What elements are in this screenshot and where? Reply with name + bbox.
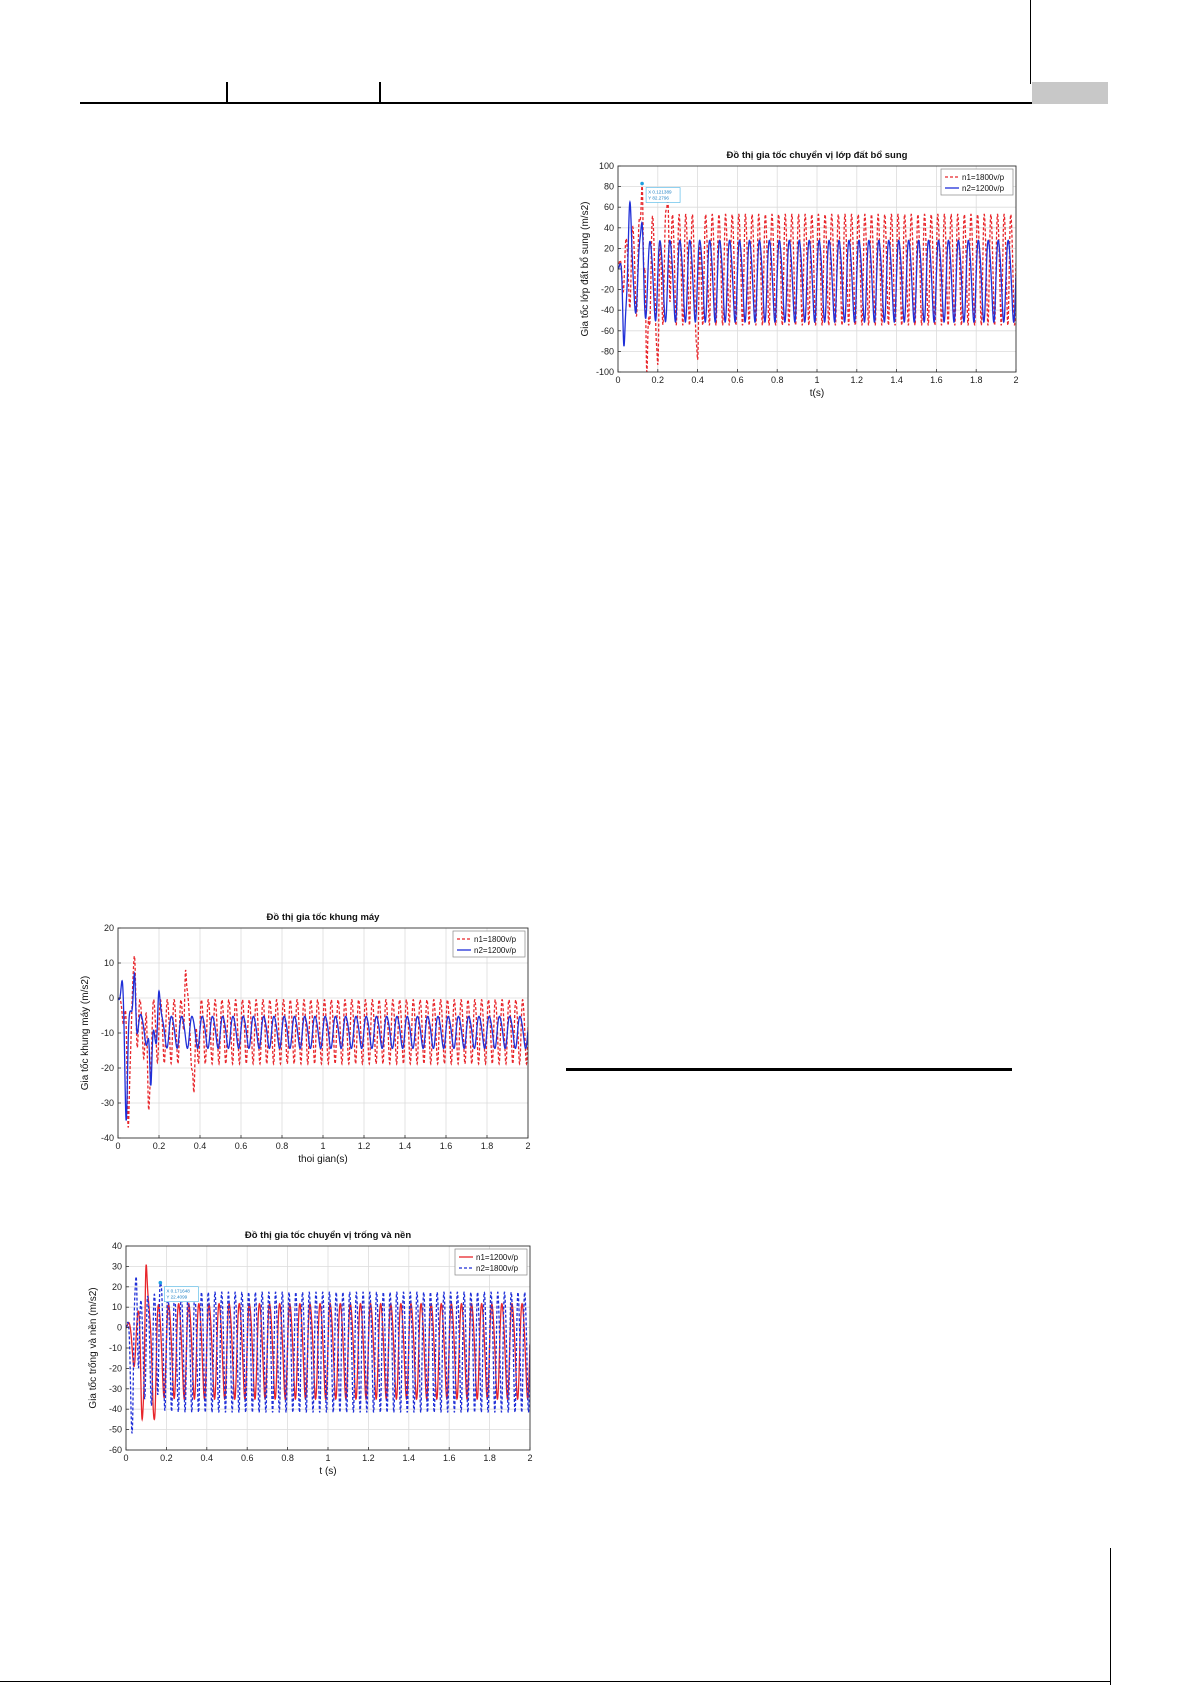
- y-tick-label: -60: [109, 1445, 122, 1455]
- x-tick-label: 1.2: [362, 1453, 375, 1463]
- y-tick-label: -20: [101, 1063, 114, 1073]
- x-tick-label: 1.2: [358, 1141, 371, 1151]
- x-tick-label: 1.6: [440, 1141, 453, 1151]
- x-tick-label: 0.8: [771, 375, 784, 385]
- x-axis-label: thoi gian(s): [298, 1154, 347, 1165]
- x-tick-label: 0: [123, 1453, 128, 1463]
- x-tick-label: 0.2: [153, 1141, 166, 1151]
- x-tick-label: 1: [320, 1141, 325, 1151]
- chart-machine-frame-svg: 0 0.2 0.4 0.6 0.8 1 1.2 1.4 1.6 1.8 2 -40 -30 -20 -10 0…: [78, 900, 548, 1172]
- y-tick-label: -30: [109, 1384, 122, 1394]
- legend-label-0: n1=1800v/p: [962, 173, 1005, 182]
- y-tick-label: -30: [101, 1098, 114, 1108]
- y-axis-label: Gia tốc trống và nền (m/s2): [87, 1287, 99, 1408]
- y-tick-label: 80: [604, 182, 614, 192]
- y-tick-label: 40: [604, 223, 614, 233]
- x-tick-label: 1.4: [403, 1453, 416, 1463]
- x-axis-label: t (s): [319, 1466, 336, 1477]
- datatip-x-label: X 0.171648: [166, 1289, 190, 1294]
- y-axis-label: Gia tốc khung máy (m/s2): [79, 976, 91, 1090]
- x-tick-label: 1: [325, 1453, 330, 1463]
- chart-soil-layer-acceleration: 0 0.2 0.4 0.6 0.8 1 1.2 1.4 1.6 1.8 2 -100 -80 -60 -40…: [572, 140, 1032, 410]
- x-tick-label: 1: [814, 375, 819, 385]
- chart-drum-ground-svg: 0 0.2 0.4 0.6 0.8 1 1.2 1.4 1.6 1.8 2 -60 -50 -40 -30 -…: [78, 1218, 578, 1480]
- x-tick-label: 0.6: [235, 1141, 248, 1151]
- chart-soil-layer-svg: 0 0.2 0.4 0.6 0.8 1 1.2 1.4 1.6 1.8 2 -100 -80 -60 -40…: [572, 140, 1032, 410]
- y-tick-label: -80: [601, 346, 614, 356]
- x-tick-label: 1.8: [481, 1141, 494, 1151]
- right-margin-rule: [1030, 0, 1031, 84]
- legend-label-0: n1=1800v/p: [474, 935, 517, 944]
- x-tick-label: 0.4: [691, 375, 704, 385]
- y-tick-label: -40: [109, 1404, 122, 1414]
- datatip-y-label: Y 22.4099: [166, 1295, 187, 1300]
- y-tick-label: 10: [112, 1302, 122, 1312]
- x-tick-label: 1.4: [890, 375, 903, 385]
- x-tick-label: 0.6: [731, 375, 744, 385]
- y-tick-label: 20: [604, 243, 614, 253]
- x-tick-label: 0.6: [241, 1453, 254, 1463]
- y-tick-label: 20: [104, 923, 114, 933]
- y-tick-label: 0: [109, 993, 114, 1003]
- x-tick-label: 1.6: [443, 1453, 456, 1463]
- x-tick-label: 0.8: [281, 1453, 294, 1463]
- y-tick-label: 100: [599, 161, 614, 171]
- legend-label-1: n2=1200v/p: [962, 184, 1005, 193]
- x-tick-label: 0.8: [276, 1141, 289, 1151]
- x-tick-label: 2: [527, 1453, 532, 1463]
- x-tick-label: 0.2: [160, 1453, 173, 1463]
- y-tick-label: 60: [604, 202, 614, 212]
- chart-title: Đồ thị gia tốc khung máy: [267, 912, 381, 923]
- legend-label-1: n2=1200v/p: [474, 946, 517, 955]
- x-tick-label: 2: [525, 1141, 530, 1151]
- chart-drum-and-ground-acceleration: 0 0.2 0.4 0.6 0.8 1 1.2 1.4 1.6 1.8 2 -60 -50 -40 -30 -…: [78, 1218, 578, 1480]
- section-rule: [566, 1068, 1012, 1071]
- x-tick-label: 0: [615, 375, 620, 385]
- datatip-y-label: Y 82.2796: [648, 196, 669, 201]
- chart-machine-frame-acceleration: 0 0.2 0.4 0.6 0.8 1 1.2 1.4 1.6 1.8 2 -40 -30 -20 -10 0…: [78, 900, 548, 1172]
- header-rule: [80, 102, 1106, 104]
- x-axis-label: t(s): [810, 388, 824, 399]
- header-divider-2: [379, 82, 381, 104]
- x-tick-label: 0: [115, 1141, 120, 1151]
- datatip-x-label: X 0.121389: [648, 190, 672, 195]
- y-axis-label: Gia tốc lớp đất bổ sung (m/s2): [579, 202, 591, 337]
- y-tick-label: -10: [109, 1343, 122, 1353]
- y-tick-label: 40: [112, 1241, 122, 1251]
- x-tick-label: 0.4: [194, 1141, 207, 1151]
- y-tick-label: 30: [112, 1261, 122, 1271]
- y-tick-label: 20: [112, 1282, 122, 1292]
- x-tick-label: 0.4: [201, 1453, 214, 1463]
- x-tick-label: 1.2: [851, 375, 864, 385]
- header-divider-1: [226, 82, 228, 104]
- x-tick-label: 1.6: [930, 375, 943, 385]
- y-tick-label: 0: [117, 1323, 122, 1333]
- y-tick-label: -40: [601, 305, 614, 315]
- datatip-marker: [159, 1281, 163, 1285]
- y-tick-label: 0: [609, 264, 614, 274]
- x-tick-label: 1.8: [970, 375, 983, 385]
- y-tick-label: -60: [601, 326, 614, 336]
- x-tick-label: 1.8: [483, 1453, 496, 1463]
- y-tick-label: -40: [101, 1133, 114, 1143]
- x-tick-label: 1.4: [399, 1141, 412, 1151]
- legend-label-0: n1=1200v/p: [476, 1253, 519, 1262]
- y-tick-label: 10: [104, 958, 114, 968]
- y-tick-label: -20: [109, 1363, 122, 1373]
- y-tick-label: -50: [109, 1425, 122, 1435]
- header-page-tab: [1032, 82, 1108, 104]
- y-tick-label: -10: [101, 1028, 114, 1038]
- y-tick-label: -20: [601, 285, 614, 295]
- chart-title: Đồ thị gia tốc chuyển vị trống và nền: [245, 1230, 411, 1241]
- footer-rule: [0, 1681, 1110, 1682]
- legend-label-1: n2=1800v/p: [476, 1264, 519, 1273]
- datatip-marker: [640, 182, 644, 186]
- x-tick-label: 0.2: [652, 375, 665, 385]
- x-tick-label: 2: [1013, 375, 1018, 385]
- footer-right-rule: [1110, 1548, 1111, 1685]
- y-tick-label: -100: [596, 367, 614, 377]
- chart-title: Đồ thị gia tốc chuyển vị lớp đất bổ sung: [727, 150, 908, 161]
